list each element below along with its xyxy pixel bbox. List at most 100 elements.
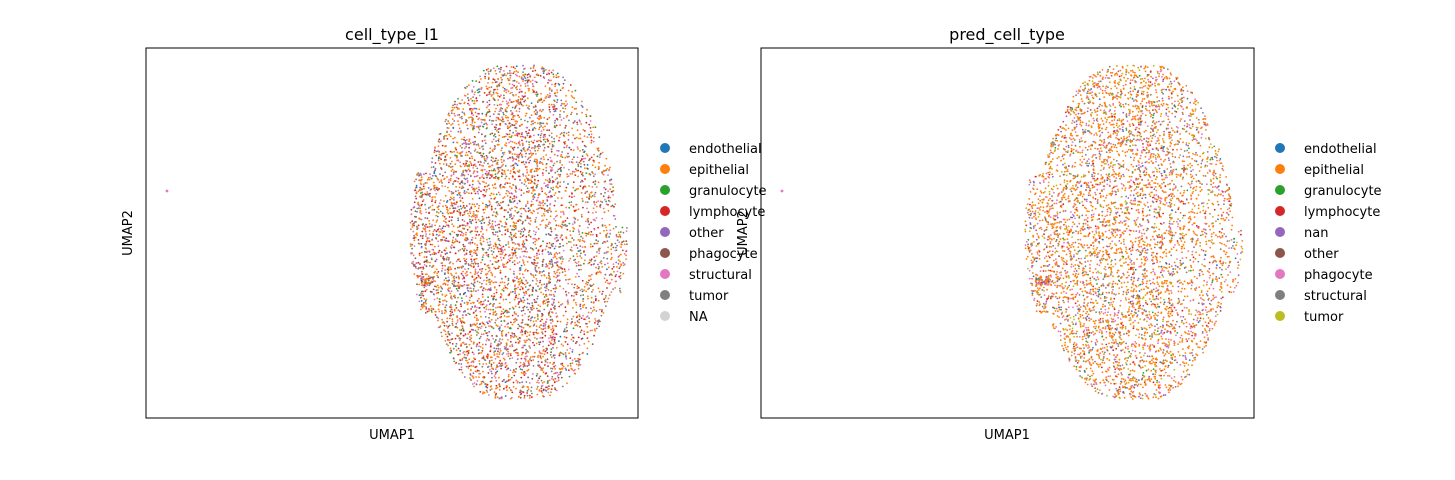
scatter-point bbox=[562, 244, 565, 247]
scatter-point bbox=[436, 316, 438, 319]
scatter-point bbox=[502, 287, 505, 290]
scatter-point bbox=[466, 224, 469, 226]
scatter-point bbox=[525, 185, 528, 187]
scatter-point bbox=[507, 279, 510, 281]
scatter-point bbox=[465, 359, 467, 362]
scatter-point bbox=[480, 222, 483, 225]
scatter-point bbox=[472, 372, 475, 375]
scatter-point bbox=[569, 362, 572, 365]
scatter-point bbox=[492, 298, 495, 301]
scatter-point bbox=[535, 374, 538, 377]
scatter-point bbox=[481, 293, 484, 296]
scatter-point bbox=[538, 266, 540, 269]
scatter-point bbox=[463, 220, 466, 223]
scatter-point bbox=[519, 267, 522, 269]
scatter-point bbox=[577, 163, 579, 166]
scatter-point bbox=[497, 347, 500, 350]
scatter-point bbox=[564, 127, 567, 129]
scatter-point bbox=[517, 230, 520, 233]
scatter-point bbox=[420, 270, 423, 273]
scatter-point bbox=[509, 327, 512, 330]
scatter-point bbox=[474, 111, 477, 114]
scatter-point bbox=[573, 170, 576, 173]
scatter-point bbox=[548, 246, 550, 249]
scatter-point bbox=[531, 248, 534, 250]
scatter-point bbox=[484, 359, 487, 361]
scatter-point bbox=[531, 392, 533, 395]
scatter-point bbox=[497, 267, 499, 270]
scatter-point bbox=[451, 122, 454, 125]
scatter-point bbox=[539, 75, 542, 77]
scatter-point bbox=[416, 234, 419, 237]
scatter-point bbox=[423, 187, 425, 190]
scatter-point bbox=[565, 124, 567, 127]
scatter-point bbox=[444, 309, 446, 312]
scatter-point bbox=[534, 105, 537, 108]
scatter-point bbox=[493, 134, 495, 137]
scatter-point bbox=[434, 189, 436, 192]
scatter-point bbox=[433, 172, 436, 175]
scatter-point bbox=[554, 94, 557, 97]
scatter-point bbox=[543, 308, 546, 311]
scatter-point bbox=[533, 147, 536, 150]
scatter-point bbox=[615, 280, 618, 283]
scatter-point bbox=[507, 326, 509, 328]
scatter-point bbox=[444, 264, 446, 267]
scatter-point bbox=[590, 285, 592, 288]
scatter-point bbox=[619, 235, 622, 238]
scatter-point bbox=[561, 364, 564, 367]
scatter-point bbox=[433, 151, 436, 154]
scatter-point bbox=[597, 181, 600, 184]
scatter-point bbox=[418, 275, 420, 277]
scatter-point bbox=[597, 321, 600, 324]
scatter-point bbox=[570, 201, 573, 203]
scatter-point bbox=[601, 172, 604, 175]
scatter-point bbox=[465, 142, 467, 145]
scatter-point bbox=[497, 131, 500, 134]
scatter-point bbox=[413, 273, 416, 275]
scatter-point bbox=[433, 228, 436, 231]
scatter-point bbox=[548, 314, 550, 317]
scatter-point bbox=[537, 237, 540, 240]
scatter-point bbox=[532, 67, 535, 69]
scatter-point bbox=[511, 111, 514, 114]
scatter-point bbox=[500, 119, 503, 122]
scatter-point bbox=[545, 386, 547, 389]
scatter-point bbox=[518, 140, 521, 143]
scatter-point bbox=[523, 299, 526, 302]
scatter-point bbox=[475, 376, 477, 378]
scatter-point bbox=[560, 119, 563, 121]
scatter-point bbox=[519, 179, 521, 181]
scatter-point bbox=[463, 276, 465, 279]
scatter-point bbox=[469, 271, 472, 274]
scatter-point bbox=[625, 254, 627, 257]
scatter-point bbox=[553, 387, 556, 389]
scatter-point bbox=[511, 156, 514, 159]
scatter-point bbox=[502, 200, 505, 203]
scatter-point bbox=[527, 234, 530, 237]
scatter-point bbox=[504, 165, 507, 167]
scatter-point bbox=[559, 133, 562, 136]
scatter-point bbox=[570, 338, 573, 341]
scatter-point bbox=[493, 79, 496, 81]
scatter-point bbox=[548, 116, 551, 119]
scatter-point bbox=[553, 125, 556, 127]
scatter-point bbox=[440, 331, 443, 334]
scatter-point bbox=[592, 172, 594, 175]
scatter-point bbox=[470, 340, 473, 343]
scatter-point bbox=[493, 148, 496, 150]
scatter-point bbox=[470, 334, 473, 337]
scatter-point bbox=[478, 90, 481, 93]
scatter-point bbox=[590, 264, 593, 266]
scatter-point bbox=[552, 336, 554, 338]
scatter-point bbox=[549, 215, 552, 218]
scatter-point bbox=[511, 323, 514, 326]
scatter-point bbox=[438, 133, 441, 136]
scatter-point bbox=[471, 112, 473, 115]
scatter-point bbox=[592, 126, 595, 129]
scatter-point bbox=[446, 284, 449, 286]
scatter-point bbox=[538, 167, 541, 170]
scatter-point bbox=[582, 206, 584, 209]
scatter-point bbox=[576, 272, 578, 275]
scatter-point bbox=[495, 392, 498, 395]
